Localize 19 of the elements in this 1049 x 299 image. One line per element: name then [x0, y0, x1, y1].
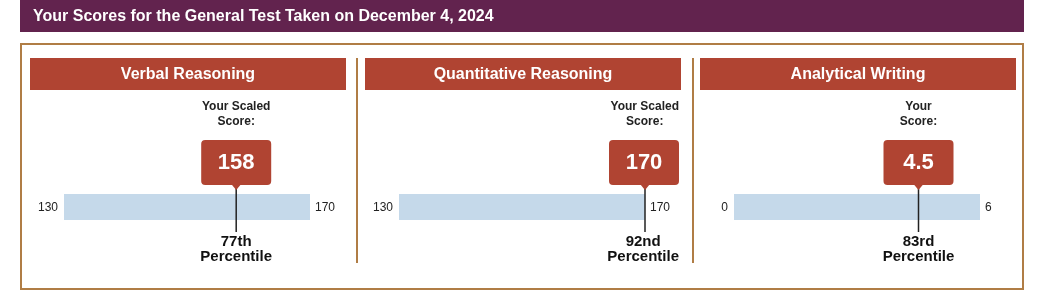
text: 6: [985, 200, 992, 215]
text: Your Scores for the General Test Taken on December 4, 2024: [20, 0, 1024, 32]
text: Your Scaled Score:: [610, 99, 679, 128]
text: 77th Percentile: [200, 232, 273, 264]
text: Quantitative Reasoning: [365, 58, 681, 90]
text: 130: [37, 200, 59, 215]
text: 130: [372, 200, 394, 215]
text: Your Scaled Score:: [201, 99, 271, 128]
text: 170: [650, 200, 671, 215]
data-label: 170: [625, 149, 663, 175]
text: 0: [721, 200, 729, 215]
text: Analytical Writing: [700, 58, 1016, 90]
text: 92nd Percentile: [607, 232, 680, 264]
data-label: 4.5: [903, 149, 934, 175]
text: 170: [315, 200, 336, 215]
text: Verbal Reasoning: [30, 58, 346, 90]
text: Your Score:: [899, 99, 938, 128]
data-label: 158: [217, 149, 255, 175]
text: 83rd Percentile: [882, 232, 955, 264]
